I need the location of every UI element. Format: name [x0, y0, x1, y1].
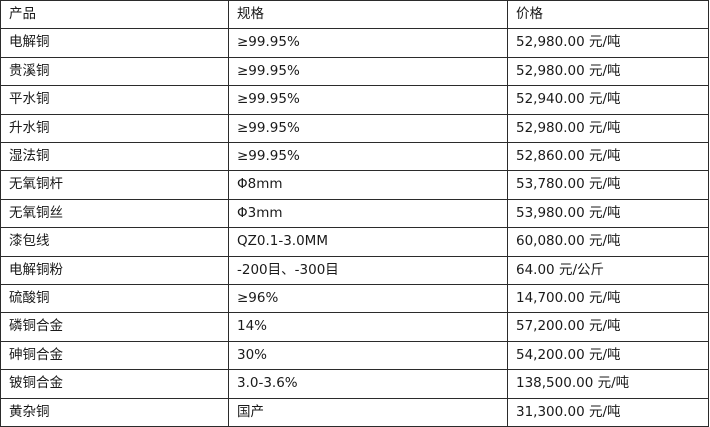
table-row: 升水铜 ≥99.95% 52,980.00 元/吨: [0, 113, 709, 144]
cell-spec: ≥99.95%: [228, 28, 508, 58]
cell-product: 硫酸铜: [0, 284, 229, 314]
table-row: 砷铜合金 30% 54,200.00 元/吨: [0, 340, 709, 371]
cell-price: 52,860.00 元/吨: [507, 142, 709, 172]
cell-spec: Φ3mm: [228, 198, 508, 229]
cell-spec: 30%: [228, 340, 508, 371]
cell-price: 52,940.00 元/吨: [507, 85, 709, 115]
cell-spec: -200目、-300目: [228, 255, 508, 286]
table-row: 漆包线 QZ0.1-3.0MM 60,080.00 元/吨: [0, 227, 709, 257]
column-header-spec: 规格: [228, 0, 508, 30]
table-row: 黄杂铜 国产 31,300.00 元/吨: [0, 397, 709, 427]
cell-product: 升水铜: [0, 113, 229, 144]
table-row: 平水铜 ≥99.95% 52,940.00 元/吨: [0, 85, 709, 115]
cell-price: 57,200.00 元/吨: [507, 312, 709, 342]
cell-product: 无氧铜杆: [0, 170, 229, 200]
cell-product: 黄杂铜: [0, 397, 229, 427]
cell-spec: ≥99.95%: [228, 113, 508, 144]
table-row: 无氧铜杆 Φ8mm 53,780.00 元/吨: [0, 170, 709, 200]
cell-product: 无氧铜丝: [0, 198, 229, 229]
table-row: 电解铜 ≥99.95% 52,980.00 元/吨: [0, 28, 709, 58]
cell-product: 电解铜: [0, 28, 229, 58]
table-row: 无氧铜丝 Φ3mm 53,980.00 元/吨: [0, 198, 709, 229]
cell-product: 砷铜合金: [0, 340, 229, 371]
cell-price: 31,300.00 元/吨: [507, 397, 709, 427]
cell-product: 湿法铜: [0, 142, 229, 172]
column-header-product: 产品: [0, 0, 229, 30]
cell-product: 漆包线: [0, 227, 229, 257]
table-header: 产品 规格 价格: [0, 0, 709, 30]
cell-spec: ≥99.95%: [228, 85, 508, 115]
column-header-price: 价格: [507, 0, 709, 30]
cell-price: 52,980.00 元/吨: [507, 28, 709, 58]
cell-spec: 国产: [228, 397, 508, 427]
cell-product: 贵溪铜: [0, 56, 229, 87]
table-row: 铍铜合金 3.0-3.6% 138,500.00 元/吨: [0, 369, 709, 399]
table-body: 电解铜 ≥99.95% 52,980.00 元/吨 贵溪铜 ≥99.95% 52,980.…: [0, 28, 709, 427]
table-row: 湿法铜 ≥99.95% 52,860.00 元/吨: [0, 142, 709, 172]
cell-price: 138,500.00 元/吨: [507, 369, 709, 399]
cell-product: 铍铜合金: [0, 369, 229, 399]
cell-product: 电解铜粉: [0, 255, 229, 286]
table-row: 贵溪铜 ≥99.95% 52,980.00 元/吨: [0, 56, 709, 87]
cell-price: 14,700.00 元/吨: [507, 284, 709, 314]
table-row: 磷铜合金 14% 57,200.00 元/吨: [0, 312, 709, 342]
cell-spec: 14%: [228, 312, 508, 342]
cell-price: 60,080.00 元/吨: [507, 227, 709, 257]
cell-price: 52,980.00 元/吨: [507, 56, 709, 87]
table-row: 电解铜粉 -200目、-300目 64.00 元/公斤: [0, 255, 709, 286]
table-row: 硫酸铜 ≥96% 14,700.00 元/吨: [0, 284, 709, 314]
cell-spec: Φ8mm: [228, 170, 508, 200]
cell-product: 平水铜: [0, 85, 229, 115]
cell-product: 磷铜合金: [0, 312, 229, 342]
cell-spec: ≥96%: [228, 284, 508, 314]
cell-spec: QZ0.1-3.0MM: [228, 227, 508, 257]
cell-price: 52,980.00 元/吨: [507, 113, 709, 144]
cell-spec: ≥99.95%: [228, 142, 508, 172]
cell-price: 53,980.00 元/吨: [507, 198, 709, 229]
cell-spec: ≥99.95%: [228, 56, 508, 87]
cell-price: 53,780.00 元/吨: [507, 170, 709, 200]
header-row: 产品 规格 价格: [0, 0, 709, 30]
cell-spec: 3.0-3.6%: [228, 369, 508, 399]
cell-price: 54,200.00 元/吨: [507, 340, 709, 371]
cell-price: 64.00 元/公斤: [507, 255, 709, 286]
